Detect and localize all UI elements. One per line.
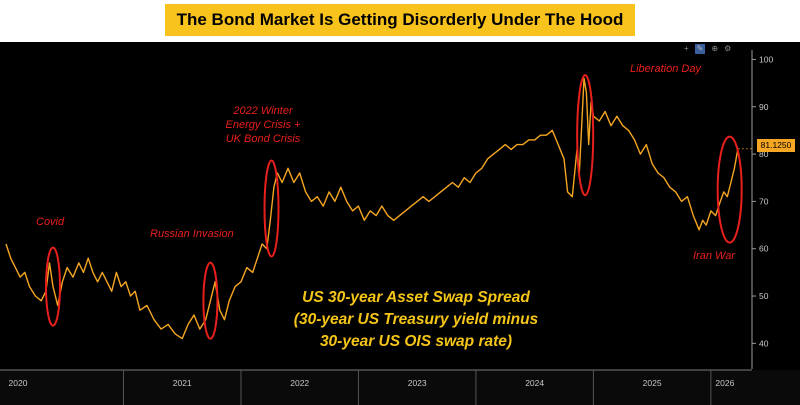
russian-invasion-ellipse: [202, 261, 219, 340]
annotation-iran-war: Iran War: [693, 250, 735, 262]
settings-icon[interactable]: ⚙: [724, 44, 732, 53]
y-tick-label: 40: [759, 338, 769, 348]
pencil-icon[interactable]: ✎: [694, 44, 706, 54]
annotation-covid: Covid: [36, 216, 65, 228]
zoom-icon[interactable]: ⊕: [711, 44, 719, 53]
x-tick-label: 2024: [525, 378, 544, 388]
annotation-liberation-day: Liberation Day: [630, 63, 701, 75]
annotation-energy-crisis: 2022 Winter Energy Crisis + UK Bond Cris…: [218, 104, 308, 146]
x-tick-label: 2022: [290, 378, 309, 388]
caption-line: 30-year US OIS swap rate): [319, 333, 513, 350]
series-line: [5, 77, 739, 340]
y-tick-label: 80: [759, 149, 769, 159]
add-icon[interactable]: +: [684, 44, 689, 53]
x-tick-label: 2021: [173, 378, 192, 388]
y-tick-label: 70: [759, 196, 769, 206]
annotation-russian-invasion: Russian Invasion: [150, 228, 234, 240]
chart-caption: US 30-year Asset Swap Spread (30-year US…: [266, 287, 566, 353]
x-tick-label: 2026: [715, 378, 734, 388]
caption-line: (30-year US Treasury yield minus: [293, 311, 539, 328]
last-value-tag: 81.1250: [757, 139, 795, 152]
annotation-energy-crisis-line: 2022 Winter: [233, 105, 293, 117]
energy-crisis-ellipse: [263, 159, 280, 258]
x-tick-label: 2025: [643, 378, 662, 388]
x-tick-label: 2020: [9, 378, 28, 388]
liberation-day-ellipse: [576, 74, 595, 197]
covid-ellipse: [44, 246, 61, 327]
y-tick-label: 50: [759, 291, 769, 301]
chart-panel: 40 50 60 70 80 90 100 2020 2021 2022 2023 2024 2025 2…: [0, 42, 800, 405]
chart-plot: 40 50 60 70 80 90 100 2020 2021 2022 2023 2024 2025 2…: [0, 50, 800, 405]
annotation-energy-crisis-line: Energy Crisis +: [225, 119, 301, 131]
y-tick-label: 60: [759, 244, 769, 254]
y-tick-label: 100: [759, 54, 773, 64]
x-axis-band: [0, 370, 800, 405]
x-tick-label: 2023: [408, 378, 427, 388]
iran-war-ellipse: [716, 135, 743, 244]
chart-title: The Bond Market Is Getting Disorderly Un…: [176, 10, 624, 29]
chart-title-banner: The Bond Market Is Getting Disorderly Un…: [165, 4, 635, 36]
chart-toolbar: + ✎ ⊕ ⚙: [684, 44, 731, 54]
annotation-energy-crisis-line: UK Bond Crisis: [225, 133, 301, 145]
caption-line: US 30-year Asset Swap Spread: [302, 289, 530, 306]
y-tick-label: 90: [759, 102, 769, 112]
